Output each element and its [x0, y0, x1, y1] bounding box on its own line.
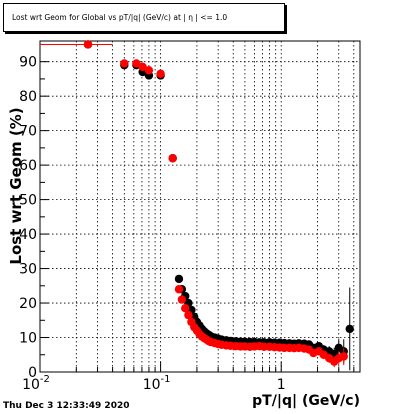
data-point: [174, 285, 184, 294]
axis-ticks: [39, 43, 355, 373]
y-tick-label: 80: [19, 89, 37, 105]
chart-title-box: Lost wrt Geom for Global vs pT/|q| (GeV/…: [3, 3, 285, 32]
x-tick-label: 10-2: [22, 374, 50, 393]
x-tick-label: 1: [277, 377, 286, 393]
data-point: [174, 274, 184, 284]
data-point: [120, 59, 129, 68]
y-tick-label: 30: [19, 262, 37, 278]
chart-title: Lost wrt Geom for Global vs pT/|q| (GeV/…: [12, 13, 228, 22]
data-point: [144, 66, 154, 75]
data-point: [156, 69, 165, 78]
data-points: [40, 40, 354, 371]
data-point: [339, 352, 348, 361]
plot-frame: [39, 40, 361, 373]
timestamp-label: Thu Dec 3 12:33:49 2020: [3, 401, 130, 411]
data-point: [181, 304, 190, 313]
y-tick-label: 50: [19, 193, 37, 209]
y-tick-label: 40: [19, 227, 37, 243]
y-tick-label: 60: [19, 158, 37, 174]
data-point: [83, 40, 93, 49]
x-tick-label: 10-1: [143, 374, 171, 393]
y-tick-labels: 0 10 20 30 40 50 60 70 80 90: [19, 55, 37, 381]
data-point: [132, 59, 141, 68]
data-point: [345, 324, 354, 334]
y-tick-label: 20: [19, 296, 37, 312]
data-point: [177, 295, 187, 304]
y-tick-label: 0: [28, 365, 37, 381]
data-point: [184, 310, 193, 320]
series-red: [40, 40, 348, 368]
data-point: [168, 154, 177, 163]
y-tick-label: 90: [19, 55, 37, 71]
x-axis-label: pT/|q| (GeV/c): [252, 393, 360, 409]
y-tick-label: 70: [19, 124, 37, 140]
grid-lines: [40, 41, 360, 372]
data-point: [138, 62, 147, 72]
y-tick-label: 10: [19, 331, 37, 347]
x-tick-labels: 10-2 10-1 1: [22, 374, 286, 393]
y-axis-label: Lost wrt Geom (%): [7, 107, 25, 264]
